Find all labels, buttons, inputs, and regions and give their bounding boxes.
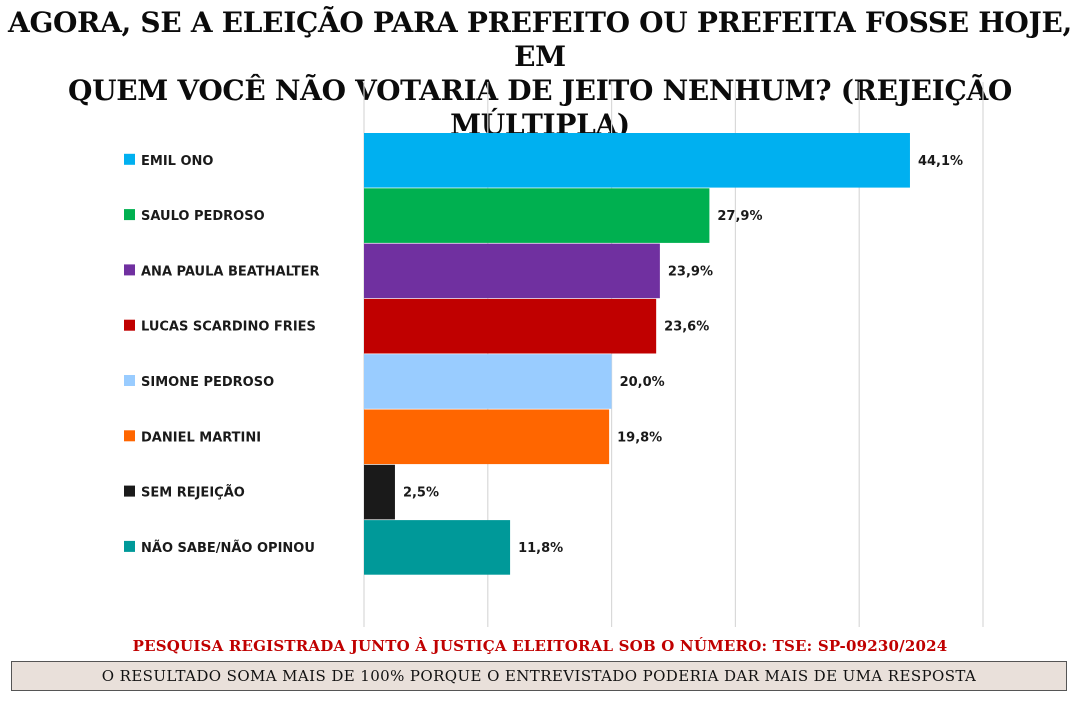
registration-notice: PESQUISA REGISTRADA JUNTO À JUSTIÇA ELEI… bbox=[132, 637, 948, 655]
category-label: ANA PAULA BEATHALTER bbox=[141, 264, 320, 279]
bar bbox=[364, 464, 395, 520]
chart-title: AGORA, SE A ELEIÇÃO PARA PREFEITO OU PRE… bbox=[0, 6, 1080, 142]
legend-swatch bbox=[124, 264, 135, 276]
rejection-bar-chart: EMIL ONO 44,1% SAULO PEDROSO 27,9% ANA PAULA… bbox=[124, 82, 984, 627]
data-label: 19,8% bbox=[617, 430, 662, 445]
bar bbox=[364, 188, 710, 243]
category-label: SIMONE PEDROSO bbox=[141, 375, 274, 390]
data-label: 27,9% bbox=[717, 209, 762, 224]
data-label: 23,6% bbox=[664, 320, 709, 335]
legend-swatch bbox=[124, 153, 135, 165]
legend-swatch bbox=[124, 430, 135, 442]
legend-swatch bbox=[124, 209, 135, 221]
legend-swatch bbox=[124, 375, 135, 386]
category-label: SEM REJEIÇÃO bbox=[141, 485, 245, 501]
data-label: 44,1% bbox=[918, 154, 963, 169]
bar bbox=[364, 354, 612, 409]
legend-swatch bbox=[124, 319, 135, 331]
sum-note-text: O RESULTADO SOMA MAIS DE 100% PORQUE O E… bbox=[101, 667, 977, 685]
legend-swatch bbox=[124, 540, 135, 552]
sum-note-box: O RESULTADO SOMA MAIS DE 100% PORQUE O E… bbox=[11, 661, 1067, 691]
data-label: 20,0% bbox=[620, 375, 665, 390]
category-label: NÃO SABE/NÃO OPINOU bbox=[141, 540, 315, 556]
chart-title-line-1: AGORA, SE A ELEIÇÃO PARA PREFEITO OU PRE… bbox=[8, 6, 1072, 73]
category-label: DANIEL MARTINI bbox=[141, 430, 261, 445]
legend-swatch bbox=[124, 485, 135, 497]
data-label: 11,8% bbox=[518, 541, 563, 556]
category-label: EMIL ONO bbox=[141, 154, 213, 169]
data-label: 2,5% bbox=[403, 486, 439, 501]
data-label: 23,9% bbox=[668, 264, 713, 279]
bar bbox=[364, 133, 910, 188]
bar bbox=[364, 298, 657, 354]
category-label: LUCAS SCARDINO FRIES bbox=[141, 320, 316, 335]
category-label: SAULO PEDROSO bbox=[141, 209, 265, 224]
bar bbox=[364, 409, 610, 465]
bar bbox=[364, 243, 660, 299]
bar bbox=[364, 520, 511, 575]
